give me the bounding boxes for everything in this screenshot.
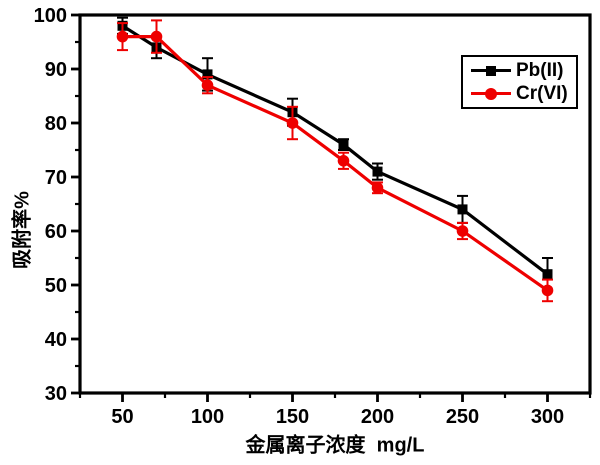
series-line — [122, 34, 549, 292]
plot-frame — [78, 13, 592, 395]
legend-label-pb: Pb(II) — [516, 60, 564, 81]
x-tick-label: 250 — [446, 406, 479, 428]
y-tick-label: 100 — [34, 5, 67, 27]
y-axis: 30 40 50 60 70 80 90 100 — [34, 5, 80, 405]
data-point — [337, 155, 350, 167]
data-point — [202, 69, 213, 80]
series-line — [121, 24, 549, 276]
y-tick-label: 60 — [45, 221, 67, 243]
data-point — [201, 79, 214, 91]
data-point — [338, 139, 349, 150]
data-point — [286, 117, 299, 129]
x-tick-label: 100 — [191, 406, 224, 428]
x-axis: 50 100 150 200 250 300 — [78, 393, 592, 428]
y-tick-label: 50 — [45, 275, 67, 297]
legend-entry-cr: Cr(VI) — [471, 82, 568, 105]
cr-line-circle-marker-icon — [471, 87, 511, 100]
data-point — [372, 166, 383, 177]
data-point — [150, 30, 163, 43]
x-tick-label: 200 — [361, 406, 394, 428]
x-tick-label: 300 — [531, 406, 564, 428]
pb-line-square-marker-icon — [471, 64, 511, 77]
x-tick-label: 50 — [111, 406, 133, 428]
data-point — [541, 284, 554, 297]
x-tick-label: 150 — [276, 406, 309, 428]
y-tick-label: 90 — [45, 59, 67, 81]
data-point — [457, 204, 468, 215]
y-tick-label: 40 — [45, 329, 67, 351]
x-axis-title: 金属离子浓度 mg/L — [245, 434, 425, 457]
data-point — [371, 182, 384, 194]
data-point — [456, 225, 469, 237]
y-tick-label: 70 — [45, 167, 67, 189]
legend: Pb(II) Cr(VI) — [461, 55, 578, 109]
data-point — [116, 30, 129, 43]
legend-label-cr: Cr(VI) — [516, 83, 568, 104]
y-tick-label: 30 — [45, 383, 67, 405]
series-cr-vi — [116, 19, 554, 303]
y-tick-label: 80 — [45, 113, 67, 135]
y-axis-title: 吸附率% — [11, 191, 34, 269]
data-point — [542, 269, 553, 280]
legend-entry-pb: Pb(II) — [471, 59, 568, 82]
